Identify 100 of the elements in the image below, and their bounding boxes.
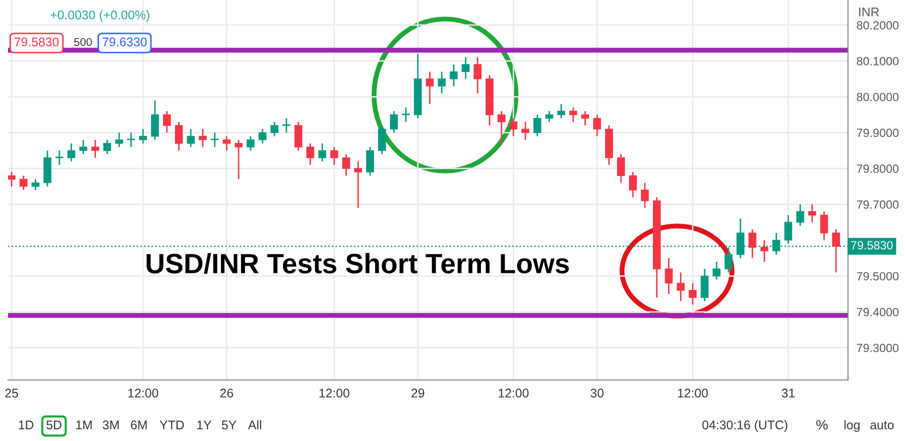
candlestick <box>342 153 350 176</box>
candlestick <box>32 178 40 191</box>
candlestick <box>688 282 697 306</box>
candlestick <box>8 171 16 188</box>
text: 5D <box>46 420 62 430</box>
x-tick-label: 25 <box>5 388 18 398</box>
candlestick <box>103 139 112 155</box>
x-tick-label: 12:00 <box>498 388 529 398</box>
candlestick <box>438 71 446 94</box>
candlestick <box>270 121 278 137</box>
candlestick <box>115 132 124 148</box>
text: All <box>248 420 262 430</box>
candlestick <box>640 182 649 209</box>
candlestick <box>294 121 302 152</box>
y-tick-label: 79.8000 <box>856 164 899 173</box>
y-tick-label: 80.2000 <box>856 21 899 30</box>
text: log <box>844 420 860 432</box>
text: auto <box>870 421 894 430</box>
candlestick <box>390 110 398 134</box>
candlestick <box>198 128 207 148</box>
text: 5Y <box>222 420 236 430</box>
candlestick <box>210 132 219 148</box>
y-tick-label: 79.3000 <box>856 344 899 352</box>
y-tick-label: 79.7000 <box>856 200 899 209</box>
candlestick <box>664 257 673 295</box>
candlestick <box>67 142 76 162</box>
candlestick <box>318 142 326 162</box>
candlestick <box>533 114 542 137</box>
text: INR <box>859 8 879 16</box>
candlestick <box>378 124 386 155</box>
candlestick <box>510 118 518 137</box>
candlestick <box>581 110 590 126</box>
candlestick <box>617 153 625 184</box>
annotation: 79.5830 <box>14 38 59 46</box>
candlestick <box>282 118 290 134</box>
candlestick <box>151 100 159 141</box>
x-tick-label: 29 <box>412 388 424 398</box>
candlestick <box>426 71 434 105</box>
candlestick <box>628 171 637 198</box>
candlestick <box>450 64 458 87</box>
text: 1Y <box>197 420 212 430</box>
x-tick-label: 12:00 <box>320 388 350 398</box>
text: 04:30:16 (UTC) <box>702 420 788 432</box>
candlestick <box>20 174 28 191</box>
candlestick <box>474 56 482 94</box>
candlestick <box>498 110 506 144</box>
candlestick <box>306 142 314 166</box>
candlestick <box>545 110 554 123</box>
candlestick <box>366 146 374 176</box>
candlestick <box>330 146 338 166</box>
x-tick-label: 31 <box>782 388 795 398</box>
y-tick-label: 79.9000 <box>856 128 899 138</box>
candlestick <box>593 114 602 137</box>
x-tick-label: 12:00 <box>128 388 158 398</box>
candlestick <box>521 121 530 141</box>
candlestick <box>234 139 243 180</box>
candlestick <box>162 110 171 134</box>
annotation: USD/INR Tests Short Term Lows <box>146 253 569 274</box>
candlestick <box>258 128 266 144</box>
candlestick <box>91 139 100 158</box>
text: 1D <box>18 420 34 430</box>
text: 6M <box>130 420 147 430</box>
candlestick <box>55 150 64 166</box>
candlestick <box>748 228 756 259</box>
annotation: 79.6330 <box>102 38 147 46</box>
candlestick <box>676 272 685 302</box>
candlestick <box>832 228 840 274</box>
text: 1M <box>76 420 92 430</box>
candlestick <box>569 106 578 123</box>
text: 3M <box>102 420 119 430</box>
candlestick <box>127 132 136 148</box>
candlestick <box>402 106 410 123</box>
annotation: +0.0030 (+0.00%) <box>50 10 150 22</box>
candlestick <box>700 268 709 302</box>
candlestick <box>186 128 195 148</box>
candlestick <box>808 204 816 223</box>
text: % <box>816 420 828 430</box>
candlestick <box>760 239 768 262</box>
y-tick-label: 80.1000 <box>856 56 899 66</box>
candlestick <box>174 121 183 152</box>
ref-line-label: 79.5830 <box>851 241 893 250</box>
candlestick <box>222 136 231 152</box>
candlestick <box>724 246 732 274</box>
candlestick <box>712 261 720 280</box>
x-tick-label: 12:00 <box>678 388 708 398</box>
y-tick-label: 79.4000 <box>856 308 899 316</box>
text: YTD <box>160 420 184 430</box>
candlestick <box>462 56 470 80</box>
annotation: 500 <box>74 38 92 46</box>
candlestick <box>246 136 254 152</box>
candlestick <box>139 128 147 144</box>
x-tick-label: 26 <box>220 388 234 398</box>
candlestick <box>796 204 804 227</box>
y-tick-label: 80.0000 <box>856 92 899 102</box>
candlestick <box>354 160 362 209</box>
candlestick <box>79 139 88 155</box>
candlestick <box>557 103 566 119</box>
y-tick-label: 79.5000 <box>856 272 899 280</box>
x-tick-label: 30 <box>590 388 604 398</box>
candlestick <box>820 210 828 241</box>
